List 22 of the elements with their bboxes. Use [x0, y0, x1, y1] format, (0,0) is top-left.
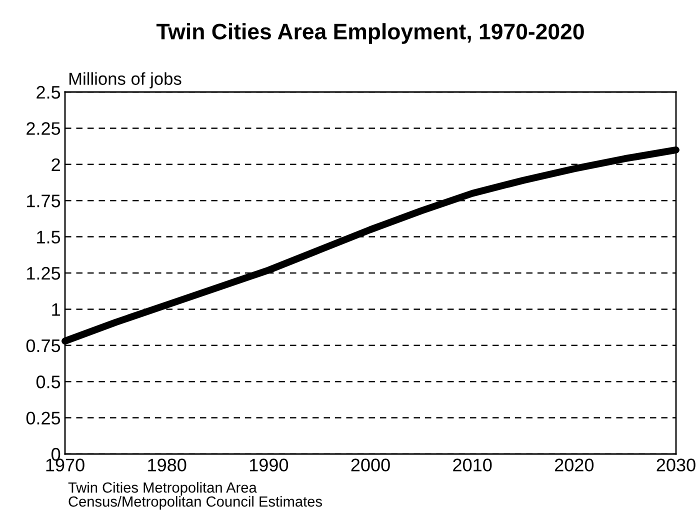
x-tick-label: 2020	[554, 458, 594, 472]
y-tick-label: 2.25	[26, 122, 60, 135]
y-tick-label: 2.5	[36, 86, 60, 99]
y-tick-label: 1.75	[27, 194, 60, 208]
text: Census/Metropolitan Council Estimates	[68, 496, 322, 510]
y-tick-label: 1	[52, 303, 60, 316]
y-tick-label: 2	[52, 158, 60, 171]
x-tick-label: 1980	[148, 458, 186, 472]
y-tick-label: 0.5	[36, 376, 60, 388]
y-tick-label: 0.25	[26, 412, 60, 425]
text: Twin Cities Metropolitan Area	[68, 482, 257, 496]
y-tick-label: 0.75	[26, 339, 60, 352]
x-tick-label: 2030	[656, 458, 696, 472]
x-tick-label: 2000	[351, 458, 390, 472]
y-tick-label: 1.25	[27, 266, 60, 280]
x-tick-label: 1970	[46, 458, 84, 472]
y-tick-label: 1.5	[37, 230, 60, 244]
y-axis-title: Millions of jobs	[69, 72, 182, 88]
chart-title: Twin Cities Area Employment, 1970-2020	[156, 23, 584, 44]
x-tick-label: 2010	[453, 458, 492, 472]
x-tick-label: 1990	[250, 458, 288, 472]
y-tick-label: 0	[52, 448, 60, 461]
